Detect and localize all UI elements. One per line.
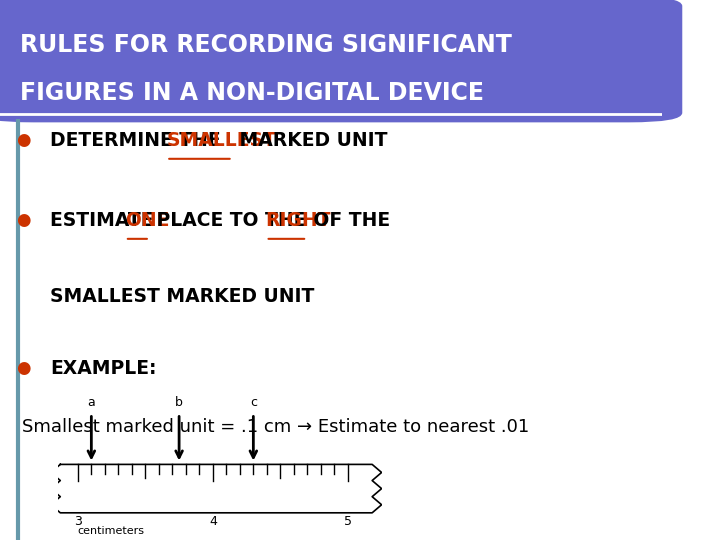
Text: ●: ●: [16, 212, 30, 230]
Text: MARKED UNIT: MARKED UNIT: [233, 131, 387, 151]
Text: centimeters: centimeters: [78, 526, 145, 536]
Text: ESTIMATE: ESTIMATE: [50, 212, 161, 231]
Text: ●: ●: [16, 359, 30, 377]
Text: a: a: [87, 396, 95, 409]
FancyBboxPatch shape: [0, 0, 683, 123]
Text: OF THE: OF THE: [307, 212, 390, 231]
Text: 4: 4: [209, 515, 217, 528]
Text: FIGURES IN A NON-DIGITAL DEVICE: FIGURES IN A NON-DIGITAL DEVICE: [20, 81, 484, 105]
Text: RULES FOR RECORDING SIGNIFICANT: RULES FOR RECORDING SIGNIFICANT: [20, 33, 512, 57]
Text: 5: 5: [344, 515, 352, 528]
Text: c: c: [250, 396, 257, 409]
Text: ONE: ONE: [125, 212, 169, 231]
Text: EXAMPLE:: EXAMPLE:: [50, 359, 157, 378]
Text: b: b: [175, 396, 183, 409]
Text: ●: ●: [16, 131, 30, 150]
Text: SMALLEST: SMALLEST: [166, 131, 276, 151]
Text: DETERMINE THE: DETERMINE THE: [50, 131, 228, 151]
Polygon shape: [51, 464, 382, 513]
Text: SMALLEST MARKED UNIT: SMALLEST MARKED UNIT: [50, 287, 315, 306]
Text: Smallest marked unit = .1 cm → Estimate to nearest .01: Smallest marked unit = .1 cm → Estimate …: [22, 418, 529, 436]
Text: PLACE TO THE: PLACE TO THE: [150, 212, 312, 231]
Text: 3: 3: [74, 515, 82, 528]
Text: RIGHT: RIGHT: [266, 212, 331, 231]
